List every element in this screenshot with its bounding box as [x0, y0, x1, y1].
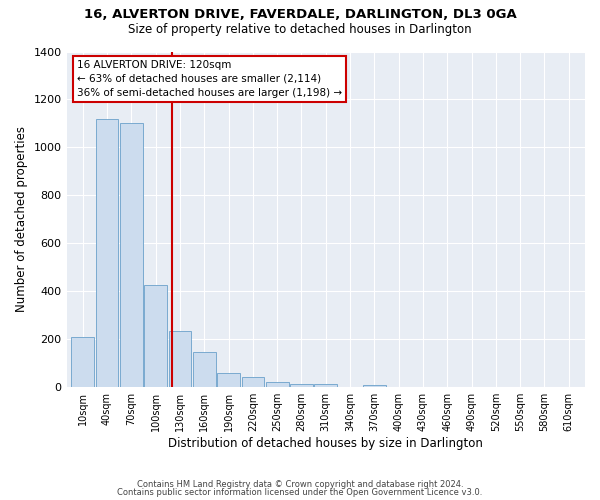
Bar [363, 385, 386, 387]
Bar [242, 377, 264, 387]
Bar [217, 373, 240, 387]
Bar [145, 286, 167, 387]
Bar [193, 352, 215, 387]
Text: Contains public sector information licensed under the Open Government Licence v3: Contains public sector information licen… [118, 488, 482, 497]
Text: 16 ALVERTON DRIVE: 120sqm
← 63% of detached houses are smaller (2,114)
36% of se: 16 ALVERTON DRIVE: 120sqm ← 63% of detac… [77, 60, 342, 98]
Bar [314, 384, 337, 387]
X-axis label: Distribution of detached houses by size in Darlington: Distribution of detached houses by size … [169, 437, 483, 450]
Bar [266, 382, 289, 387]
Bar [71, 337, 94, 387]
Bar [169, 331, 191, 387]
Bar [120, 124, 143, 387]
Text: 16, ALVERTON DRIVE, FAVERDALE, DARLINGTON, DL3 0GA: 16, ALVERTON DRIVE, FAVERDALE, DARLINGTO… [83, 8, 517, 20]
Y-axis label: Number of detached properties: Number of detached properties [15, 126, 28, 312]
Bar [96, 118, 118, 387]
Text: Contains HM Land Registry data © Crown copyright and database right 2024.: Contains HM Land Registry data © Crown c… [137, 480, 463, 489]
Bar [290, 384, 313, 387]
Text: Size of property relative to detached houses in Darlington: Size of property relative to detached ho… [128, 22, 472, 36]
